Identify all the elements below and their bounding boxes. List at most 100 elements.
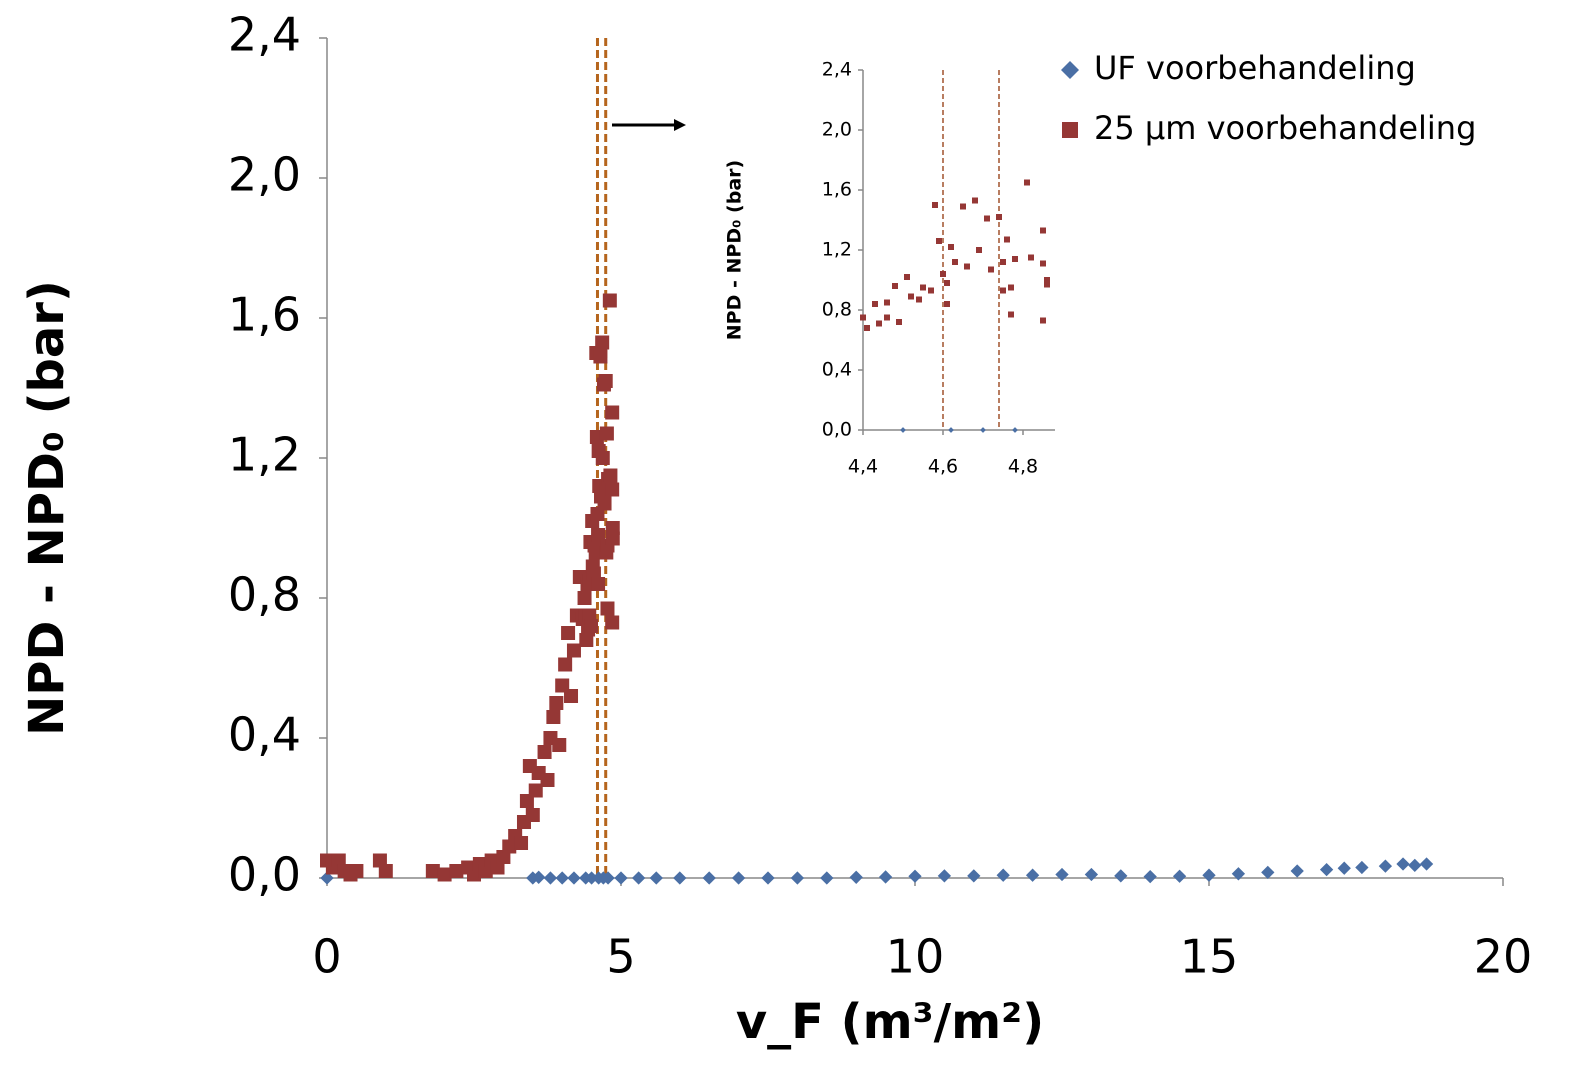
point [996, 868, 1010, 882]
x-tick-label: 4,6 [928, 456, 958, 478]
point [549, 696, 564, 710]
point [525, 808, 540, 822]
y-tick-label: 1,6 [228, 288, 301, 342]
point [1040, 227, 1046, 234]
point [1202, 868, 1216, 882]
point [937, 869, 952, 883]
point [1040, 260, 1046, 267]
point [1012, 427, 1018, 433]
x-tick-label: 5 [606, 930, 635, 984]
x-tick-label: 20 [1474, 930, 1533, 984]
y-axis-label: NPD - NPD₀ (bar) [724, 160, 746, 340]
point [872, 301, 878, 307]
point [1000, 287, 1006, 294]
y-tick-label: 2,0 [228, 148, 301, 202]
point [1028, 254, 1034, 261]
y-tick-label: 0,8 [822, 299, 852, 321]
point [884, 314, 890, 321]
x-tick-label: 0 [312, 930, 341, 984]
legend-label: 25 µm voorbehandeling [1094, 109, 1476, 147]
point [1319, 862, 1334, 877]
point [984, 215, 990, 222]
x-tick-label: 10 [886, 930, 945, 984]
point [1004, 236, 1010, 243]
point [1290, 864, 1304, 878]
y-tick-label: 0,0 [228, 848, 301, 902]
point [967, 869, 981, 883]
point [540, 773, 555, 787]
y-tick-label: 0,4 [228, 708, 301, 762]
legend-marker [1061, 61, 1079, 79]
point [603, 468, 618, 483]
point [598, 374, 613, 388]
point [558, 657, 573, 672]
point [566, 643, 581, 658]
point [597, 496, 612, 511]
point [605, 615, 620, 630]
point [1396, 857, 1410, 871]
point [896, 319, 902, 325]
point [972, 197, 978, 204]
point [605, 405, 620, 420]
y-tick-label: 1,6 [822, 179, 852, 201]
point [916, 296, 922, 303]
point [940, 271, 946, 277]
point [1261, 865, 1275, 880]
point [790, 871, 805, 885]
point [577, 591, 592, 605]
point [908, 293, 914, 300]
point [936, 238, 942, 244]
point [584, 871, 599, 885]
point [1055, 867, 1069, 882]
point [980, 427, 986, 433]
point [878, 870, 893, 884]
y-tick-label: 1,2 [822, 239, 852, 261]
x-tick-label: 4,8 [1008, 456, 1038, 478]
point [960, 203, 966, 210]
y-tick-label: 2,4 [822, 59, 852, 81]
point [1408, 858, 1422, 873]
point [567, 871, 581, 885]
point [564, 689, 579, 703]
point [546, 710, 561, 724]
point [702, 871, 716, 885]
point [588, 545, 603, 560]
point [1044, 277, 1050, 283]
point [1040, 317, 1046, 324]
point [1000, 259, 1006, 265]
point [964, 263, 970, 270]
point [602, 293, 617, 308]
y-tick-label: 1,2 [228, 428, 301, 482]
point [601, 871, 615, 885]
point [1012, 256, 1018, 262]
point [761, 871, 775, 885]
point [631, 871, 646, 885]
point [528, 783, 543, 798]
point [591, 577, 606, 591]
point [552, 738, 567, 752]
x-tick-label: 15 [1180, 930, 1239, 984]
point [876, 320, 882, 327]
point [849, 870, 863, 884]
point [1084, 867, 1099, 882]
point [932, 202, 938, 208]
point [904, 274, 910, 280]
point [884, 299, 890, 306]
point [584, 619, 599, 633]
point [437, 867, 452, 882]
legend-marker [1062, 122, 1078, 138]
point [561, 626, 576, 640]
point [543, 871, 558, 885]
legend-label: UF voorbehandeling [1094, 49, 1416, 87]
point [649, 871, 663, 885]
point [555, 871, 569, 885]
point [614, 871, 628, 885]
point [900, 427, 906, 433]
point [537, 745, 552, 759]
point [952, 259, 958, 265]
point [514, 836, 529, 850]
point [1008, 284, 1014, 291]
point [595, 335, 610, 350]
